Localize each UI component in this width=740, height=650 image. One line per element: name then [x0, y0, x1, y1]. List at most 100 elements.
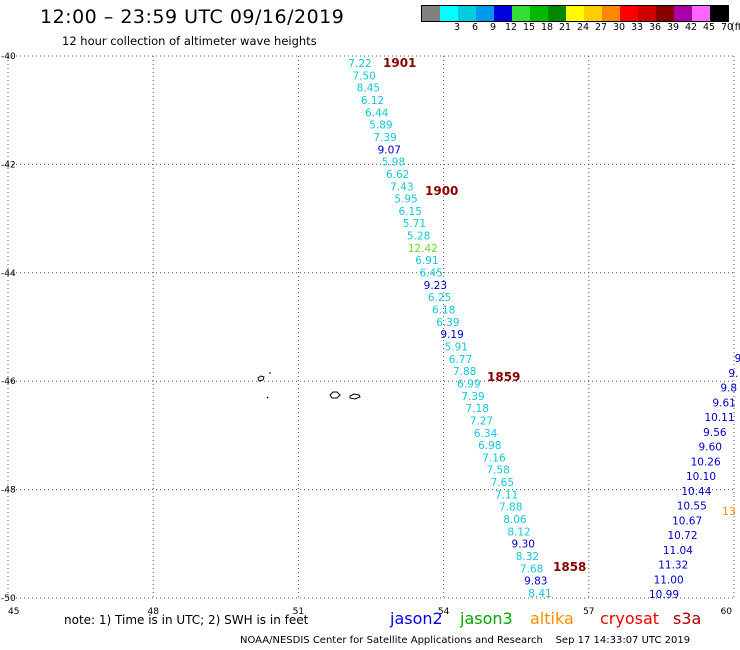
legend-swatch: [512, 6, 530, 21]
wave-height-label: 7.18: [466, 403, 489, 415]
wave-height-label: 7.43: [390, 181, 413, 193]
legend-swatch: [530, 6, 548, 21]
lat-tick-label: -48: [1, 486, 16, 496]
island-outline: [257, 375, 265, 382]
wave-height-label: 9.19: [440, 329, 463, 341]
legend-label: 9: [489, 22, 497, 33]
wave-height-label: 6.45: [419, 268, 442, 280]
legend-label: 42: [684, 22, 698, 33]
wave-height-label: 7.22: [348, 58, 371, 70]
legend-swatch: [566, 6, 584, 21]
lon-tick-label: 57: [583, 607, 594, 617]
wave-height-label: 11.32: [658, 560, 688, 572]
pass-time-label: 1858: [553, 560, 586, 574]
wave-height-label: 5.89: [369, 120, 392, 132]
legend-label: 36: [648, 22, 662, 33]
legend-swatch: [638, 6, 656, 21]
wave-height-label: 9.23: [424, 280, 447, 292]
wave-height-label: 9.07: [378, 144, 401, 156]
wave-height-label: 7.39: [461, 391, 484, 403]
wave-height-label: 7.16: [482, 452, 506, 464]
lat-tick-label: -50: [1, 594, 16, 604]
legend-label: 39: [666, 22, 680, 33]
credit-timestamp: Sep 17 14:33:07 UTC 2019: [555, 635, 691, 646]
satellite-name: jason2: [390, 609, 443, 628]
page-subtitle: 12 hour collection of altimeter wave hei…: [62, 34, 317, 48]
wave-height-label: 6.44: [365, 107, 389, 119]
credit-line: NOAA/NESDIS Center for Satellite Applica…: [240, 635, 690, 646]
wave-height-label: 10.11: [704, 412, 734, 424]
pass-time-label: 1859: [487, 370, 520, 384]
legend-swatch: [620, 6, 638, 21]
satellite-name: s3a: [673, 609, 702, 628]
wave-height-label: 5.98: [382, 157, 405, 169]
wave-height-labels: 7.227.508.456.126.445.897.399.075.986.62…: [348, 58, 740, 601]
wave-height-label: 6.34: [474, 428, 498, 440]
pass-time-labels: 1901 1900 1859 1858: [383, 56, 586, 574]
edge-wave-label: 13: [722, 505, 736, 518]
wave-height-label: 9.60: [699, 442, 722, 454]
wave-height-label: 8.12: [507, 526, 530, 538]
wave-height-label: 11.00: [654, 574, 684, 586]
lat-tick-label: -40: [1, 52, 16, 62]
lon-tick-label: 45: [8, 607, 19, 617]
legend-label: 6: [471, 22, 479, 33]
legend-swatch: [584, 6, 602, 21]
legend-label: 27: [594, 22, 608, 33]
legend-swatch: [602, 6, 620, 21]
legend-unit: (ft): [731, 22, 740, 33]
wave-height-label: 9.83: [524, 576, 547, 588]
wave-height-label: 5.71: [403, 218, 426, 230]
wave-height-label: 8.06: [503, 514, 527, 526]
wave-height-label: 5.91: [445, 341, 468, 353]
satellite-name: altika: [530, 609, 574, 628]
wave-height-label: 8.41: [528, 588, 551, 600]
legend-swatch: [476, 6, 494, 21]
wave-height-label: 8.45: [357, 83, 380, 95]
wave-height-label: 6.25: [428, 292, 451, 304]
lat-tick-label: -46: [1, 377, 16, 387]
wave-height-label: 6.12: [361, 95, 384, 107]
wave-height-label: 7.65: [491, 477, 514, 489]
credit-text: NOAA/NESDIS Center for Satellite Applica…: [240, 635, 543, 646]
legend-swatch: [422, 6, 440, 21]
legend-swatch: [674, 6, 692, 21]
wave-height-label: 6.62: [386, 169, 409, 181]
pass-time-label: 1901: [383, 56, 416, 70]
wave-height-label: 6.98: [478, 440, 501, 452]
wave-height-label: 9.56: [703, 427, 727, 439]
wave-height-label: 10.10: [686, 471, 716, 483]
map-grid: [7, 55, 735, 599]
island-outline: [266, 396, 269, 399]
legend-label: 24: [576, 22, 590, 33]
legend-label: 12: [504, 22, 518, 33]
wave-height-label: 7.88: [499, 502, 522, 514]
legend-swatch: [458, 6, 476, 21]
wave-height-label: 7.11: [495, 489, 518, 501]
island-outline: [329, 391, 341, 399]
axis-tick-labels: 45 48 51 54 57 60 -40 -42 -44 -46 -48 -50: [1, 52, 732, 617]
wave-height-label: 6.77: [449, 354, 472, 366]
legend-label: 33: [630, 22, 644, 33]
wave-height-label: 10.26: [691, 456, 721, 468]
lat-tick-label: -42: [1, 160, 16, 170]
lon-tick-label: 48: [147, 607, 159, 617]
wave-height-label: 10.72: [667, 530, 697, 542]
satellite-name: cryosat: [600, 609, 660, 628]
wave-height-label: 6.39: [436, 317, 459, 329]
legend-label: 30: [612, 22, 626, 33]
legend-swatch: [548, 6, 566, 21]
wave-height-label: 7.68: [520, 563, 543, 575]
wave-height-label: 6.18: [432, 305, 455, 317]
wave-height-label: 10.44: [681, 486, 711, 498]
wave-height-label: 5.28: [407, 231, 430, 243]
legend-label: 15: [522, 22, 536, 33]
wave-height-label: 6.15: [399, 206, 422, 218]
wave-height-label: 6.91: [415, 255, 438, 267]
lon-tick-label: 51: [293, 607, 304, 617]
lon-tick-label: 60: [721, 607, 733, 617]
wave-height-label: 9.8: [720, 383, 737, 395]
